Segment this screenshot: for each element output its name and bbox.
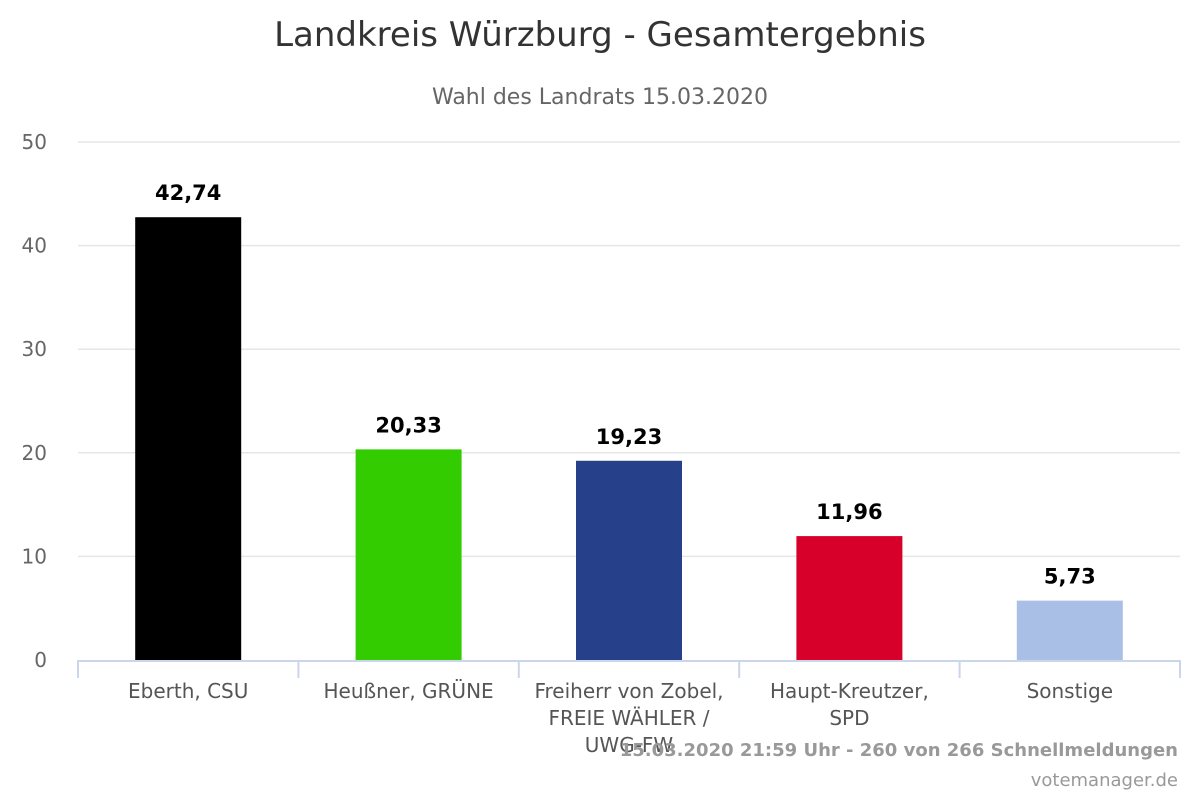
y-tick-label: 40 [22,234,47,258]
y-tick-label: 50 [22,130,47,154]
data-label: 42,74 [155,181,221,205]
y-axis: 0 10 20 30 40 50 [22,130,47,672]
data-label: 20,33 [375,413,441,437]
data-label: 5,73 [1044,565,1096,589]
bars [135,217,1123,660]
bar[interactable] [576,460,682,660]
chart-subtitle: Wahl des Landrats 15.03.2020 [432,85,768,110]
bar[interactable] [796,536,903,660]
bar[interactable] [135,217,242,660]
x-axis: Eberth, CSU Heußner, GRÜNE Freiherr von Zo… [77,660,1181,757]
y-tick-label: 30 [22,337,47,361]
data-labels: 42,74 20,33 19,23 11,96 5,73 [155,181,1096,588]
bar[interactable] [1016,600,1123,660]
y-tick-label: 20 [22,441,47,465]
footer-status: 15.03.2020 21:59 Uhr - 260 von 266 Schne… [620,740,1178,761]
data-label: 19,23 [596,425,662,449]
x-tick-label: Freiherr von Zobel, FREIE WÄHLER / UWG-FW [534,679,723,757]
x-tick-label: Haupt-Kreutzer, SPD [770,679,929,730]
x-tick-label: Eberth, CSU [128,679,248,703]
data-label: 11,96 [816,500,882,524]
x-tick-label: Sonstige [1027,679,1113,703]
bar[interactable] [355,449,462,660]
y-tick-label: 0 [34,648,47,672]
chart-title: Landkreis Würzburg - Gesamtergebnis [274,15,926,55]
grid-lines [78,141,1180,558]
y-tick-label: 10 [22,544,47,568]
source-link[interactable]: votemanager.de [1031,770,1178,791]
x-tick-label: Heußner, GRÜNE [324,679,494,703]
